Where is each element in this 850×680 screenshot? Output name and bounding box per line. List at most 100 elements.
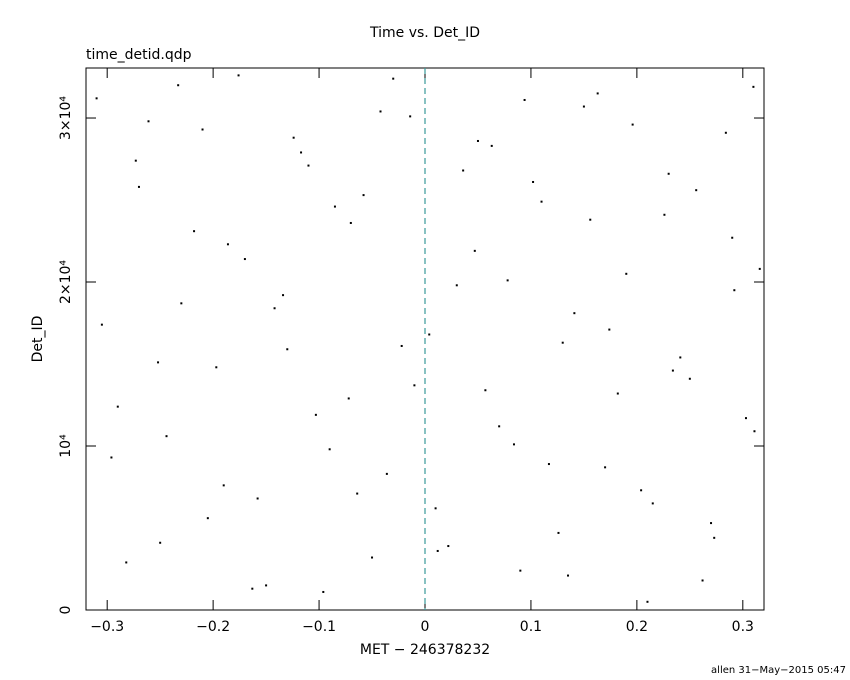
point	[147, 120, 150, 123]
x-tick-label: 0.2	[626, 619, 648, 635]
point	[237, 74, 240, 77]
point	[95, 97, 98, 100]
point	[379, 110, 382, 113]
point	[667, 172, 670, 175]
point	[447, 545, 450, 548]
point	[631, 123, 634, 126]
point	[165, 435, 168, 438]
point	[710, 522, 713, 525]
point	[733, 289, 736, 292]
point	[596, 92, 599, 95]
point	[663, 213, 666, 216]
y-axis-label: Det_ID	[30, 316, 46, 363]
point	[206, 517, 209, 520]
x-tick-label: −0.2	[196, 619, 230, 635]
point	[476, 139, 479, 142]
x-tick-label: −0.1	[302, 619, 336, 635]
point	[347, 397, 350, 400]
x-tick-label: −0.3	[90, 619, 124, 635]
point	[356, 492, 359, 495]
point	[455, 284, 458, 287]
point	[532, 180, 535, 183]
point	[222, 484, 225, 487]
chart-title: Time vs. Det_ID	[369, 25, 480, 41]
y-tick-label: 10⁴	[58, 434, 74, 458]
point	[273, 307, 276, 310]
point	[608, 328, 611, 331]
point	[159, 541, 162, 544]
point	[180, 302, 183, 305]
y-tick-label: 3×10⁴	[58, 96, 74, 140]
point	[753, 430, 756, 433]
point	[506, 279, 509, 282]
point	[371, 556, 374, 559]
point	[314, 413, 317, 416]
point	[498, 425, 501, 428]
point	[731, 236, 734, 239]
point	[328, 448, 331, 451]
point	[744, 417, 747, 420]
point	[651, 502, 654, 505]
point	[243, 258, 246, 261]
point	[428, 333, 431, 336]
point	[349, 221, 352, 224]
point	[561, 341, 564, 344]
chart-subtitle: time_detid.qdp	[86, 47, 192, 63]
x-axis-label: MET − 246378232	[360, 642, 490, 658]
point	[251, 587, 254, 590]
point	[616, 392, 619, 395]
y-tick-label: 0	[58, 606, 74, 615]
point	[137, 185, 140, 188]
point	[300, 151, 303, 154]
point	[589, 218, 592, 221]
point	[413, 384, 416, 387]
point	[671, 369, 674, 372]
point	[758, 267, 761, 270]
y-tick-label: 2×10⁴	[58, 260, 74, 304]
point	[434, 507, 437, 510]
point	[540, 200, 543, 203]
point	[604, 466, 607, 469]
point	[392, 77, 395, 80]
point	[436, 549, 439, 552]
point	[400, 344, 403, 347]
x-tick-label: 0.3	[732, 619, 754, 635]
point	[713, 536, 716, 539]
point	[177, 84, 180, 87]
x-tick-label: 0.1	[520, 619, 542, 635]
point	[701, 579, 704, 582]
point	[473, 249, 476, 252]
point	[462, 169, 465, 172]
point	[679, 356, 682, 359]
x-tick-label: 0	[421, 619, 430, 635]
point	[292, 136, 295, 139]
point	[362, 194, 365, 197]
point	[752, 85, 755, 88]
point	[519, 569, 522, 572]
point	[116, 405, 119, 408]
point	[567, 574, 570, 577]
point	[484, 389, 487, 392]
point	[557, 531, 560, 534]
point	[385, 472, 388, 475]
point	[215, 366, 218, 369]
point	[193, 230, 196, 233]
point	[307, 164, 310, 167]
point	[201, 128, 204, 131]
point	[134, 159, 137, 162]
point	[512, 443, 515, 446]
point	[573, 312, 576, 315]
point	[547, 463, 550, 466]
point	[110, 456, 113, 459]
point	[333, 205, 336, 208]
point	[490, 144, 493, 147]
point	[256, 497, 259, 500]
point	[646, 600, 649, 603]
point	[322, 590, 325, 593]
point	[286, 348, 289, 351]
point	[157, 361, 160, 364]
point	[688, 377, 691, 380]
point	[409, 115, 412, 118]
point	[265, 584, 268, 587]
